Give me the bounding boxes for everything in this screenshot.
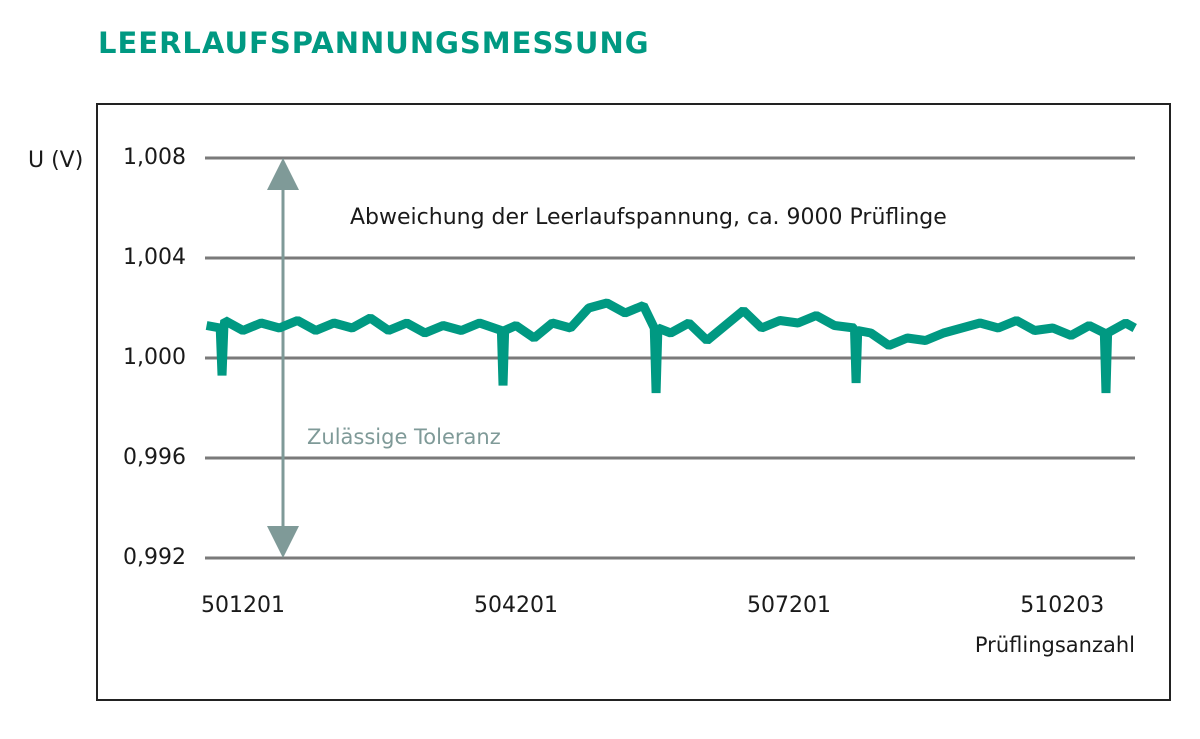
y-tick-label: 1,008 xyxy=(123,145,186,170)
y-tick-label: 1,000 xyxy=(123,345,186,370)
x-axis-label: Prüflingsanzahl xyxy=(975,633,1135,657)
y-tick-label: 1,004 xyxy=(123,245,186,270)
x-tick-label: 510203 xyxy=(1020,593,1104,618)
tolerance-arrow-head xyxy=(267,158,299,190)
y-tick-label: 0,992 xyxy=(123,545,186,570)
x-tick-label: 501201 xyxy=(201,593,285,618)
data-line xyxy=(205,298,1137,394)
annotation: Abweichung der Leerlaufspannung, ca. 900… xyxy=(350,205,947,230)
chart-title: LEERLAUFSPANNUNGSMESSUNG xyxy=(98,26,650,60)
chart-frame xyxy=(96,103,1171,701)
tolerance-label: Zulässige Toleranz xyxy=(307,425,501,449)
y-tick-label: 0,996 xyxy=(123,445,186,470)
x-tick-label: 504201 xyxy=(474,593,558,618)
y-axis-label: U (V) xyxy=(28,148,83,173)
tolerance-arrow-head xyxy=(267,526,299,558)
x-tick-label: 507201 xyxy=(747,593,831,618)
